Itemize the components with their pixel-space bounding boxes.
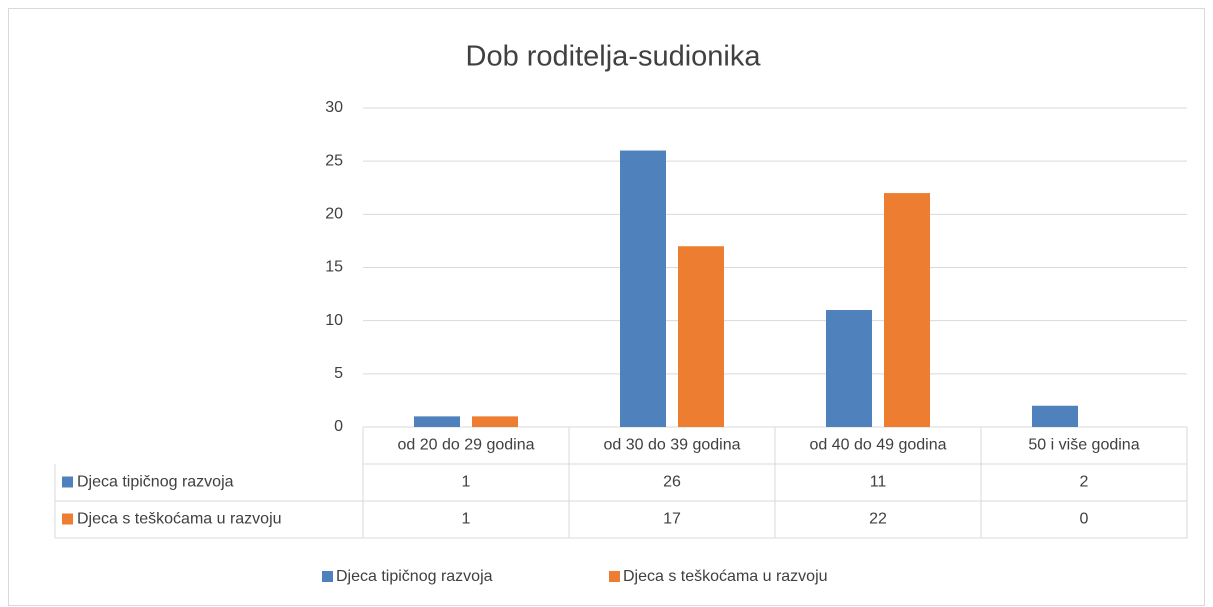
- legend-key: [322, 571, 333, 582]
- table-value: 1: [462, 474, 471, 491]
- bar: [884, 193, 930, 427]
- table-value: 11: [870, 474, 887, 491]
- bar: [414, 416, 460, 427]
- y-tick-label: 10: [325, 312, 343, 329]
- table-row-label: Djeca tipičnog razvoja: [77, 474, 234, 491]
- bar: [620, 150, 666, 428]
- bar: [678, 246, 724, 427]
- y-tick-label: 15: [325, 259, 343, 276]
- table-value: 0: [1080, 511, 1089, 528]
- y-tick-label: 20: [325, 206, 343, 223]
- table-value: 26: [663, 474, 681, 491]
- table-legend-key: [62, 513, 73, 525]
- table-value: 22: [869, 511, 887, 528]
- y-tick-label: 5: [334, 365, 343, 382]
- x-tick-label: od 30 do 39 godina: [603, 437, 740, 454]
- table-value: 17: [663, 511, 681, 528]
- x-tick-label: od 40 do 49 godina: [809, 437, 946, 454]
- chart-title: Dob roditelja-sudionika: [466, 41, 762, 73]
- bar: [1032, 405, 1078, 427]
- x-tick-label: 50 i više godina: [1028, 437, 1139, 454]
- bar: [826, 310, 872, 427]
- table-value: 1: [462, 511, 471, 528]
- table-legend-key: [62, 476, 73, 488]
- x-tick-label: od 20 do 29 godina: [397, 437, 534, 454]
- legend-key: [609, 571, 620, 582]
- legend-label: Djeca s teškoćama u razvoju: [623, 568, 828, 585]
- y-tick-label: 30: [325, 99, 343, 116]
- table-row-label: Djeca s teškoćama u razvoju: [77, 511, 282, 528]
- y-tick-label: 25: [325, 152, 343, 169]
- y-tick-label: 0: [334, 418, 343, 435]
- bar: [472, 416, 518, 427]
- table-value: 2: [1080, 474, 1089, 491]
- legend-label: Djeca tipičnog razvoja: [336, 568, 493, 585]
